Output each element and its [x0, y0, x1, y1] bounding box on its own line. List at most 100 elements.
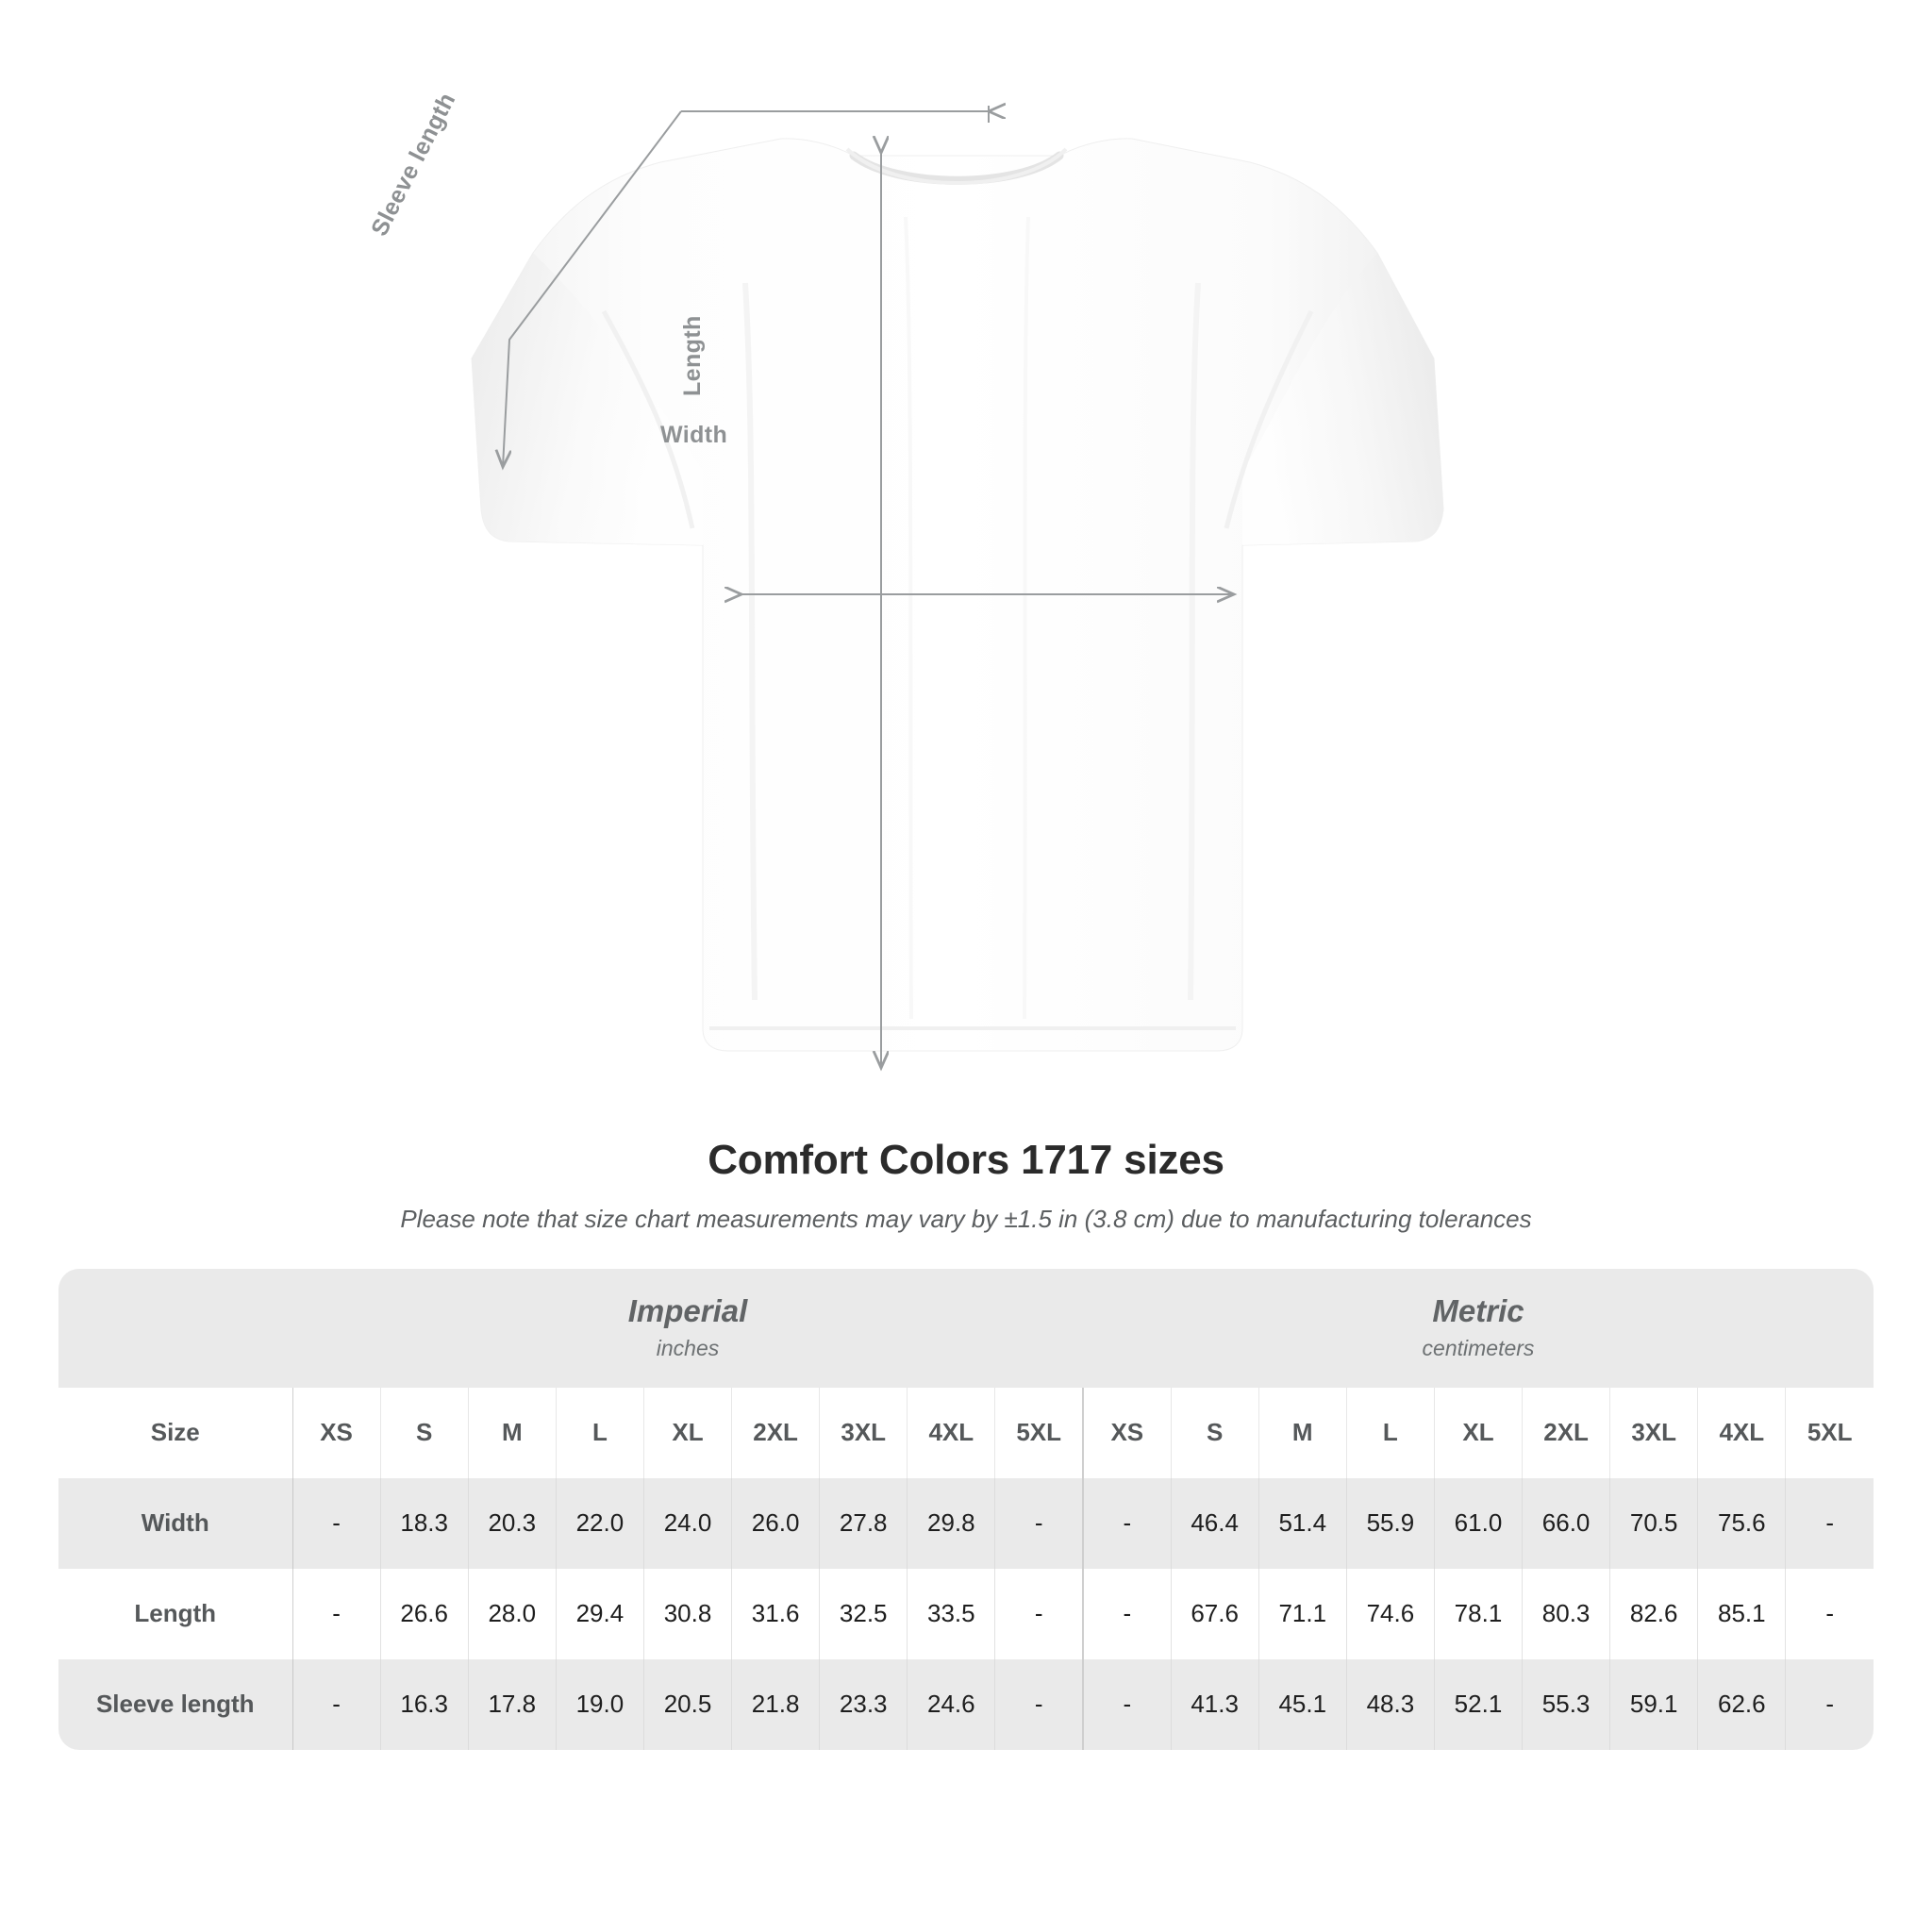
size-header-imperial-m: M [468, 1387, 557, 1478]
size-header-imperial-5xl: 5XL [994, 1387, 1084, 1478]
sleeve-metric-4xl: 62.6 [1697, 1658, 1787, 1750]
width-imperial-l: 22.0 [556, 1477, 644, 1569]
sleeve-metric-s: 41.3 [1171, 1658, 1259, 1750]
table-row-width: Width - 18.3 20.3 22.0 24.0 26.0 27.8 29… [58, 1477, 1874, 1569]
sleeve-imperial-s: 16.3 [380, 1658, 469, 1750]
page-subtitle: Please note that size chart measurements… [400, 1205, 1532, 1233]
width-imperial-m: 20.3 [468, 1477, 557, 1569]
sleeve-imperial-3xl: 23.3 [819, 1658, 908, 1750]
size-table-body: Imperial inches Metric centimeters Size … [58, 1269, 1874, 1750]
size-header-imperial-3xl: 3XL [819, 1387, 908, 1478]
length-imperial-xs: - [292, 1568, 381, 1659]
unit-header-imperial: Imperial inches [292, 1269, 1083, 1388]
size-header-imperial-s: S [380, 1387, 469, 1478]
size-header-row: Size XS S M L XL 2XL 3XL 4XL 5XL XS S M … [58, 1387, 1874, 1478]
sleeve-imperial-xl: 20.5 [643, 1658, 733, 1750]
sleeve-metric-2xl: 55.3 [1522, 1658, 1611, 1750]
length-metric-l: 74.6 [1346, 1568, 1435, 1659]
size-header-imperial-l: L [556, 1387, 644, 1478]
sleeve-metric-xl: 52.1 [1434, 1658, 1524, 1750]
width-imperial-s: 18.3 [380, 1477, 469, 1569]
unit-system-header-row: Imperial inches Metric centimeters [58, 1269, 1874, 1388]
length-metric-m: 71.1 [1258, 1568, 1347, 1659]
length-imperial-2xl: 31.6 [731, 1568, 821, 1659]
length-imperial-l: 29.4 [556, 1568, 644, 1659]
page-title: Comfort Colors 1717 sizes [708, 1137, 1224, 1183]
size-header-metric-2xl: 2XL [1522, 1387, 1611, 1478]
unit-sub-metric: centimeters [1422, 1335, 1535, 1360]
unit-name-metric: Metric [1432, 1293, 1524, 1328]
table-row-length: Length - 26.6 28.0 29.4 30.8 31.6 32.5 3… [58, 1568, 1874, 1659]
size-header-metric-5xl: 5XL [1785, 1387, 1874, 1478]
width-metric-4xl: 75.6 [1697, 1477, 1787, 1569]
length-imperial-m: 28.0 [468, 1568, 557, 1659]
length-metric-5xl: - [1785, 1568, 1874, 1659]
row-label-length: Length [58, 1568, 293, 1659]
length-metric-s: 67.6 [1171, 1568, 1259, 1659]
length-imperial-xl: 30.8 [643, 1568, 733, 1659]
size-header-metric-xl: XL [1434, 1387, 1524, 1478]
unit-name-imperial: Imperial [627, 1293, 748, 1328]
width-imperial-3xl: 27.8 [819, 1477, 908, 1569]
size-header-metric-4xl: 4XL [1697, 1387, 1787, 1478]
width-metric-3xl: 70.5 [1609, 1477, 1699, 1569]
table-row-sleeve-length: Sleeve length - 16.3 17.8 19.0 20.5 21.8… [58, 1658, 1874, 1750]
length-metric-3xl: 82.6 [1609, 1568, 1699, 1659]
length-imperial-3xl: 32.5 [819, 1568, 908, 1659]
size-table-container: Imperial inches Metric centimeters Size … [58, 1269, 1874, 1750]
sleeve-imperial-l: 19.0 [556, 1658, 644, 1750]
width-imperial-xs: - [292, 1477, 381, 1569]
title-block: Comfort Colors 1717 sizes Please note th… [0, 1137, 1932, 1234]
length-annotation: Length [679, 315, 706, 396]
sleeve-imperial-4xl: 24.6 [907, 1658, 996, 1750]
sleeve-imperial-xs: - [292, 1658, 381, 1750]
length-metric-4xl: 85.1 [1697, 1568, 1787, 1659]
length-imperial-5xl: - [994, 1568, 1084, 1659]
size-header-imperial-xs: XS [292, 1387, 381, 1478]
size-table: Imperial inches Metric centimeters Size … [58, 1269, 1874, 1750]
garment-illustration: Sleeve length Length Width [366, 0, 1444, 1123]
sleeve-imperial-2xl: 21.8 [731, 1658, 821, 1750]
tshirt-diagram [471, 0, 1444, 1123]
width-metric-2xl: 66.0 [1522, 1477, 1611, 1569]
row-label-width: Width [58, 1477, 293, 1569]
length-metric-xs: - [1081, 1568, 1172, 1659]
size-header-metric-xs: XS [1081, 1387, 1172, 1478]
length-imperial-4xl: 33.5 [907, 1568, 996, 1659]
width-metric-l: 55.9 [1346, 1477, 1435, 1569]
size-header-imperial-xl: XL [643, 1387, 733, 1478]
sleeve-metric-5xl: - [1785, 1658, 1874, 1750]
sleeve-metric-xs: - [1081, 1658, 1172, 1750]
sleeve-metric-m: 45.1 [1258, 1658, 1347, 1750]
width-metric-m: 51.4 [1258, 1477, 1347, 1569]
size-header-imperial-4xl: 4XL [907, 1387, 996, 1478]
unit-header-metric: Metric centimeters [1082, 1269, 1874, 1388]
width-metric-xs: - [1081, 1477, 1172, 1569]
size-header-metric-s: S [1171, 1387, 1259, 1478]
sleeve-imperial-m: 17.8 [468, 1658, 557, 1750]
width-metric-xl: 61.0 [1434, 1477, 1524, 1569]
width-imperial-5xl: - [994, 1477, 1084, 1569]
width-imperial-xl: 24.0 [643, 1477, 733, 1569]
unit-sub-imperial: inches [656, 1335, 720, 1360]
width-metric-5xl: - [1785, 1477, 1874, 1569]
length-imperial-s: 26.6 [380, 1568, 469, 1659]
sleeve-metric-l: 48.3 [1346, 1658, 1435, 1750]
measurement-guides [503, 106, 1234, 1068]
unit-header-blank [58, 1269, 292, 1388]
size-header-metric-3xl: 3XL [1609, 1387, 1699, 1478]
row-label-sleeve-length: Sleeve length [58, 1658, 293, 1750]
size-header-imperial-2xl: 2XL [731, 1387, 821, 1478]
size-header-metric-l: L [1346, 1387, 1435, 1478]
length-metric-2xl: 80.3 [1522, 1568, 1611, 1659]
width-annotation: Width [660, 422, 728, 448]
length-metric-xl: 78.1 [1434, 1568, 1524, 1659]
width-imperial-2xl: 26.0 [731, 1477, 821, 1569]
sleeve-imperial-5xl: - [994, 1658, 1084, 1750]
width-metric-s: 46.4 [1171, 1477, 1259, 1569]
size-label-cell: Size [58, 1387, 293, 1478]
sleeve-metric-3xl: 59.1 [1609, 1658, 1699, 1750]
width-imperial-4xl: 29.8 [907, 1477, 996, 1569]
size-header-metric-m: M [1258, 1387, 1347, 1478]
